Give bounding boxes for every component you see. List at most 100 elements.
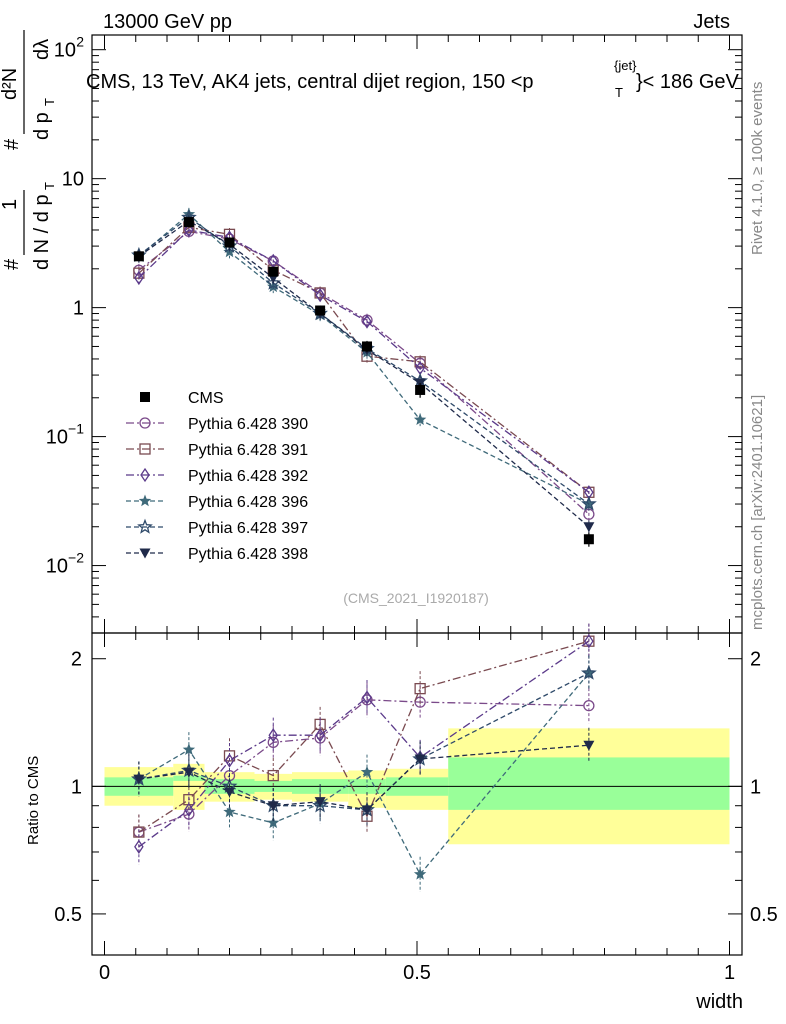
cms-point xyxy=(133,251,144,262)
data-point xyxy=(583,522,595,533)
legend-entry: Pythia 6.428 391 xyxy=(126,442,308,459)
ratio-point xyxy=(223,805,236,818)
ratio-y-tick-label-right: 2 xyxy=(750,649,761,671)
legend-entry: Pythia 6.428 396 xyxy=(126,494,308,511)
ratio-point xyxy=(183,767,195,778)
svg-text:1: 1 xyxy=(0,199,21,210)
legend-marker xyxy=(138,494,152,507)
ratio-point xyxy=(267,801,279,812)
ratio-point xyxy=(267,816,280,829)
ratio-point xyxy=(360,765,374,778)
ratio-point xyxy=(413,867,427,880)
plot-title-end: }< 186 GeV xyxy=(636,71,740,93)
cms-point xyxy=(415,384,426,395)
legend-marker xyxy=(139,417,151,429)
ratio-point xyxy=(583,699,595,712)
ratio-y-tick-label: 0.5 xyxy=(54,904,82,926)
ratio-y-tick-label: 2 xyxy=(71,649,82,671)
x-tick-label: 0 xyxy=(99,962,110,984)
data-point xyxy=(315,287,325,303)
x-tick-label: 0.5 xyxy=(403,962,431,984)
series-5-top xyxy=(133,214,595,534)
legend-label: Pythia 6.428 397 xyxy=(188,520,308,537)
svg-text:d N / d p: d N / d p xyxy=(31,194,53,270)
ratio-point xyxy=(267,736,279,748)
header-left-title: 13000 GeV pp xyxy=(103,11,232,33)
top-y-tick-label: 10 xyxy=(46,427,68,449)
plot-title-sup: {jet} xyxy=(614,58,637,73)
ratio-line xyxy=(138,672,590,876)
ratio-point xyxy=(224,787,235,798)
ratio-point xyxy=(580,664,597,680)
cms-point xyxy=(224,237,235,248)
ratio-point xyxy=(182,743,196,755)
side-label-bottom: mcplots.cern.ch [arXiv:2401.10621] xyxy=(749,395,766,630)
data-point xyxy=(184,222,194,238)
ratio-point xyxy=(314,797,326,808)
cms-point xyxy=(315,305,326,316)
ratio-point xyxy=(184,802,194,818)
data-point xyxy=(362,314,372,329)
ratio-line xyxy=(138,744,589,811)
legend-label: Pythia 6.428 391 xyxy=(188,442,308,459)
legend-marker xyxy=(139,443,151,455)
ratio-point xyxy=(414,754,426,765)
series-line xyxy=(138,220,590,528)
legend-marker xyxy=(140,467,150,483)
svg-text:d²N: d²N xyxy=(0,68,21,100)
cms-point xyxy=(183,217,194,228)
svg-text:#: # xyxy=(1,138,23,150)
legend-label: Pythia 6.428 396 xyxy=(188,494,308,511)
svg-text:#: # xyxy=(1,258,23,270)
ratio-point xyxy=(268,728,279,743)
svg-text:T: T xyxy=(42,182,57,190)
legend-entry: Pythia 6.428 397 xyxy=(126,518,308,537)
top-y-tick-exponent: −1 xyxy=(68,421,84,437)
series-3-top xyxy=(132,207,596,511)
ratio-panel-series xyxy=(131,623,597,892)
header-right-title: Jets xyxy=(693,11,730,33)
y-axis-label-ratio: Ratio to CMS xyxy=(25,756,42,845)
ratio-point xyxy=(134,839,144,854)
top-panel-series xyxy=(131,207,597,547)
svg-text:d p: d p xyxy=(31,112,53,140)
ratio-point xyxy=(362,690,372,705)
ratio-point xyxy=(315,728,325,743)
x-axis-label: width xyxy=(695,991,743,1013)
cms-point xyxy=(268,266,279,277)
legend-marker xyxy=(137,518,153,534)
plot-title-main: CMS, 13 TeV, AK4 jets, central dijet reg… xyxy=(86,71,534,93)
green-band-bin xyxy=(448,757,730,810)
legend-entry: Pythia 6.428 392 xyxy=(126,467,308,485)
top-y-tick-exponent: −2 xyxy=(68,550,84,566)
data-point xyxy=(314,287,326,299)
svg-text:dλ: dλ xyxy=(31,39,53,60)
ratio-line xyxy=(138,699,589,833)
y-axis-label-top: # 1 d N / d p T # d²N d p T dλ xyxy=(0,30,57,270)
x-tick-label: 1 xyxy=(724,962,735,984)
legend-marker xyxy=(139,548,151,559)
top-panel-frame xyxy=(91,34,743,634)
ratio-line xyxy=(138,640,590,833)
top-y-tick-label: 1 xyxy=(73,298,84,320)
ratio-point xyxy=(361,805,373,816)
cms-point xyxy=(362,341,372,352)
top-y-tick-label: 10 xyxy=(54,40,76,62)
ratio-point xyxy=(224,753,235,768)
series-line xyxy=(138,230,590,515)
ratio-point xyxy=(584,634,594,649)
top-y-tick-label: 10 xyxy=(62,169,84,191)
cms-point xyxy=(583,534,594,545)
side-label-top: Rivet 4.1.0, ≥ 100k events xyxy=(749,82,766,255)
top-y-tick-exponent: 2 xyxy=(76,34,84,50)
ratio-y-tick-label-right: 1 xyxy=(750,776,761,798)
data-point xyxy=(134,270,144,286)
plot-title-sub: T xyxy=(615,85,623,100)
series-line xyxy=(138,229,590,493)
ratio-y-tick-label: 1 xyxy=(71,776,82,798)
legend-label: Pythia 6.428 398 xyxy=(188,546,308,563)
ratio-point xyxy=(414,682,426,695)
ratio-y-tick-label-right: 0.5 xyxy=(750,904,778,926)
ratio-point xyxy=(267,769,279,782)
